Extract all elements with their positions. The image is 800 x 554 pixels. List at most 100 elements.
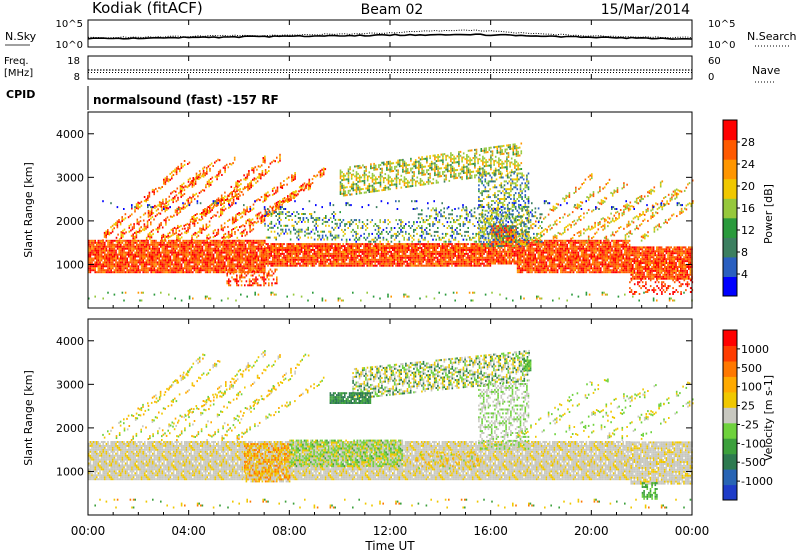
power-cell	[582, 246, 584, 248]
power-cell	[402, 249, 404, 251]
power-cell	[478, 255, 480, 257]
power-cell	[550, 254, 552, 256]
power-cell	[602, 261, 604, 263]
power-cell	[648, 264, 650, 266]
power-cell	[430, 255, 432, 257]
power-cell	[349, 261, 351, 263]
power-cell	[416, 265, 418, 267]
power-cell	[149, 248, 151, 250]
power-cell	[494, 241, 496, 243]
power-cell	[638, 250, 640, 252]
power-cell	[363, 245, 365, 247]
power-cell	[613, 267, 615, 269]
power-cell	[138, 259, 140, 261]
power-cell	[522, 252, 524, 254]
power-cell	[358, 265, 360, 267]
power-cell	[522, 254, 524, 256]
power-cell	[592, 254, 594, 256]
power-cell	[370, 249, 372, 251]
power-cell	[506, 243, 508, 245]
power-cell	[550, 248, 552, 250]
power-cell	[531, 256, 533, 258]
power-cell	[634, 260, 636, 262]
power-cell	[96, 252, 98, 254]
power-cell	[366, 247, 368, 249]
power-cell	[506, 263, 508, 265]
power-cell	[286, 259, 288, 261]
power-cell	[422, 259, 424, 261]
power-cell	[142, 250, 144, 252]
power-cell	[632, 260, 634, 262]
power-cell	[205, 271, 207, 273]
power-cell	[405, 253, 407, 255]
power-cell	[550, 259, 552, 261]
power-cell	[90, 254, 92, 256]
power-cell	[587, 244, 589, 246]
power-cell	[618, 256, 620, 258]
power-cell	[114, 244, 116, 246]
freq-left-tick-bottom: 8	[74, 72, 80, 83]
power-cell	[141, 244, 143, 246]
power-cell	[579, 258, 581, 260]
power-cell	[432, 245, 434, 247]
power-cell	[451, 251, 453, 253]
power-cell	[149, 263, 151, 265]
power-cell	[102, 242, 104, 244]
power-cell	[450, 259, 452, 261]
power-cell	[352, 247, 354, 249]
power-cell	[245, 252, 247, 254]
power-cell	[344, 247, 346, 249]
power-cell	[563, 244, 565, 246]
power-cell	[634, 276, 636, 278]
power-cell	[590, 248, 592, 250]
noise-right-tick-top: 10^5	[708, 19, 735, 30]
power-cell	[566, 259, 568, 261]
power-cell	[610, 258, 612, 260]
power-cell	[590, 254, 592, 256]
power-cell	[152, 269, 154, 271]
power-cell	[139, 246, 141, 248]
power-cell	[531, 261, 533, 263]
power-cell	[573, 248, 575, 250]
power-cell	[430, 259, 432, 261]
power-cell	[456, 257, 458, 259]
power-cell	[242, 256, 244, 258]
power-cell	[286, 255, 288, 257]
power-cell	[350, 265, 352, 267]
power-cell	[258, 267, 260, 269]
power-cell	[123, 248, 125, 250]
power-cell	[605, 265, 607, 267]
power-cell	[326, 261, 328, 263]
power-cell	[336, 263, 338, 265]
power-cell	[110, 244, 112, 246]
power-cell	[646, 246, 648, 248]
power-cell	[254, 265, 256, 267]
power-cell	[469, 261, 471, 263]
power-cell	[157, 254, 159, 256]
power-cell	[549, 269, 551, 271]
power-cell	[414, 247, 416, 249]
power-cell	[555, 269, 557, 271]
power-cell	[552, 259, 554, 261]
power-cell	[568, 265, 570, 267]
power-cell	[168, 240, 170, 242]
power-cell	[605, 254, 607, 256]
power-cell	[187, 246, 189, 248]
power-cell	[90, 269, 92, 271]
power-cell	[597, 244, 599, 246]
power-cell	[440, 265, 442, 267]
power-cell	[397, 249, 399, 251]
power-cell	[282, 259, 284, 261]
power-cell	[386, 261, 388, 263]
power-cell	[314, 253, 316, 255]
power-cell	[429, 245, 431, 247]
power-cell	[176, 267, 178, 269]
power-cell	[371, 251, 373, 253]
power-cell	[165, 244, 167, 246]
power-cell	[133, 263, 135, 265]
power-cell	[638, 260, 640, 262]
power-cell	[366, 245, 368, 247]
power-cell	[190, 246, 192, 248]
power-cell	[270, 253, 272, 255]
power-cell	[590, 244, 592, 246]
